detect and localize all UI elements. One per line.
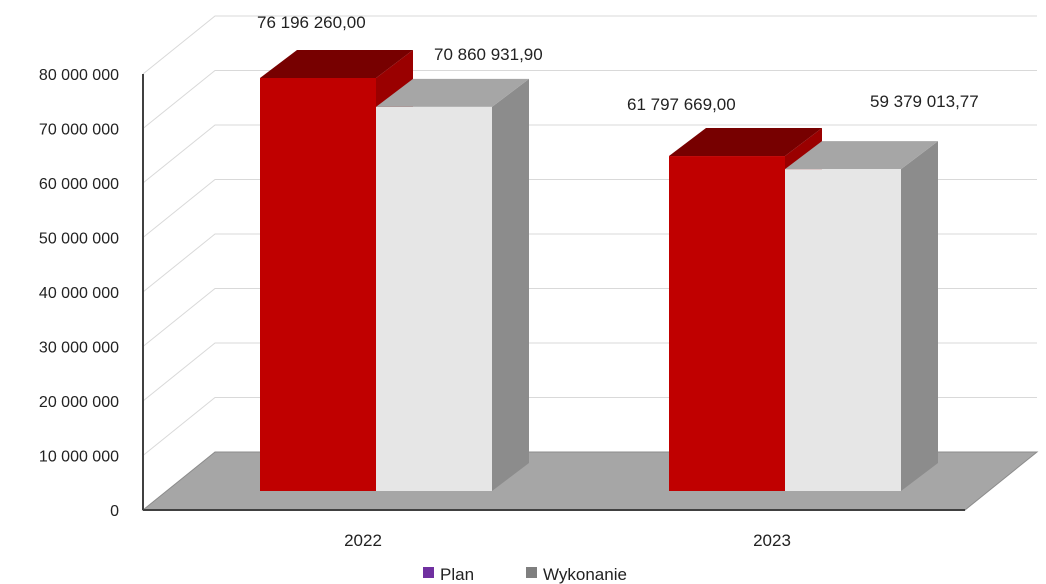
data-label-plan-2022: 76 196 260,00	[257, 13, 366, 32]
gridline	[142, 124, 1037, 184]
y-tick-label: 80 000 000	[39, 67, 119, 84]
bar-front	[260, 78, 376, 491]
y-tick-label: 60 000 000	[39, 176, 119, 193]
y-tick-label: 30 000 000	[39, 340, 119, 357]
bar-top	[669, 128, 822, 157]
y-tick-label: 50 000 000	[39, 231, 119, 248]
legend: Plan Wykonanie	[423, 565, 627, 584]
y-tick-label: 70 000 000	[39, 122, 119, 139]
bar-side	[901, 141, 938, 491]
bar-front	[785, 169, 901, 491]
y-tick-label: 10 000 000	[39, 449, 119, 466]
bars	[260, 50, 938, 492]
y-tick-label: 20 000 000	[39, 394, 119, 411]
x-tick-label-2022: 2022	[344, 531, 382, 550]
y-tick-label: 0	[110, 503, 119, 520]
bar-top	[376, 78, 529, 107]
x-tick-label-2023: 2023	[753, 531, 791, 550]
bar-wykonanie-2023	[785, 141, 938, 491]
data-label-plan-2023: 61 797 669,00	[627, 95, 736, 114]
bar-side	[492, 78, 529, 492]
data-label-wykonanie-2023: 59 379 013,77	[870, 92, 979, 111]
bar-front	[669, 156, 785, 491]
bar-top	[785, 141, 938, 170]
legend-swatch-wykonanie	[526, 567, 537, 578]
legend-label-plan: Plan	[440, 565, 474, 584]
bar-plan-2023	[669, 128, 822, 491]
y-tick-label: 40 000 000	[39, 285, 119, 302]
legend-label-wykonanie: Wykonanie	[543, 565, 627, 584]
data-labels: 76 196 260,00 70 860 931,90 61 797 669,00 5…	[257, 13, 979, 114]
legend-swatch-plan	[423, 567, 434, 578]
bar-wykonanie-2022	[376, 78, 529, 492]
y-axis-ticks: 0 10 000 000 20 000 000 30 000 000 40 000 00…	[39, 67, 119, 520]
data-label-wykonanie-2022: 70 860 931,90	[434, 45, 543, 64]
axes	[142, 74, 965, 511]
gridline	[142, 15, 1037, 75]
gridline	[142, 70, 1037, 129]
bar-top	[260, 50, 413, 78]
x-axis-labels: 2022 2023	[344, 531, 791, 550]
bar-front	[376, 106, 492, 492]
